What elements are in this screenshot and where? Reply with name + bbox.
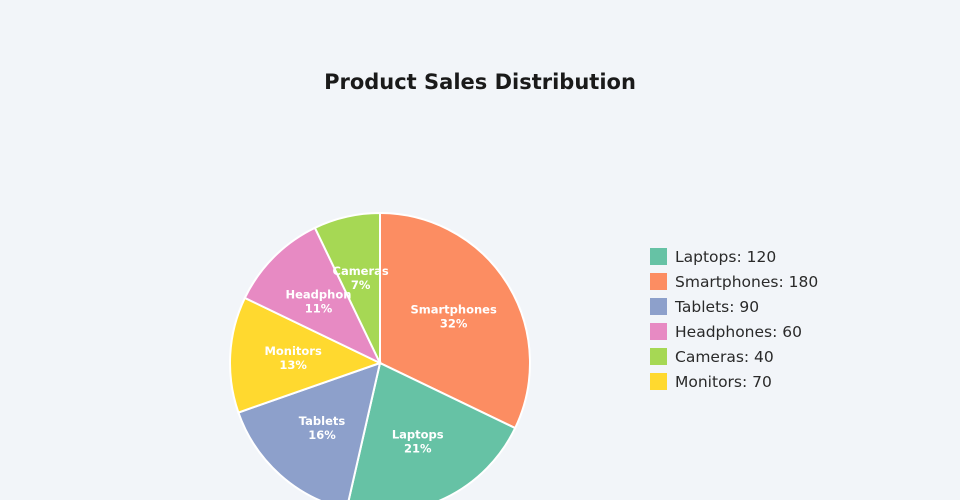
pie-slice-cameras <box>313 211 381 364</box>
legend-item[interactable]: Tablets: 90 <box>650 294 818 319</box>
slice-label-cameras: Cameras 7% <box>333 264 389 292</box>
chart-title: Product Sales Distribution <box>324 70 636 94</box>
legend-item[interactable]: Laptops: 120 <box>650 244 818 269</box>
legend: Laptops: 120 Smartphones: 180 Tablets: 90 H… <box>650 244 818 394</box>
legend-item[interactable]: Monitors: 70 <box>650 369 818 394</box>
legend-swatch <box>650 323 667 340</box>
pie-slice-tablets <box>237 361 382 500</box>
slice-label-name: Smartphones <box>410 303 497 317</box>
slice-label-percent: 13% <box>279 358 307 372</box>
slice-label-percent: 7% <box>351 278 371 292</box>
legend-label: Tablets: 90 <box>675 297 760 316</box>
legend-swatch <box>650 298 667 315</box>
legend-label: Smartphones: 180 <box>675 272 819 291</box>
slice-label-name: Cameras <box>333 264 389 278</box>
legend-swatch <box>650 248 667 265</box>
slice-label-percent: 11% <box>305 301 333 315</box>
legend-label: Monitors: 70 <box>675 372 772 391</box>
pie-slice-monitors <box>229 296 383 414</box>
slice-label-name: Monitors <box>264 344 322 358</box>
legend-label: Headphones: 60 <box>675 322 802 341</box>
slice-label-percent: 32% <box>440 317 468 331</box>
pie-slice-smartphones <box>379 211 531 430</box>
slice-label-tablets: Tablets 16% <box>299 414 346 442</box>
slice-label-percent: 21% <box>404 441 432 455</box>
legend-item[interactable]: Headphones: 60 <box>650 319 818 344</box>
legend-swatch <box>650 348 667 365</box>
slice-label-headphones: Headphon 11% <box>286 287 352 315</box>
legend-swatch <box>650 273 667 290</box>
legend-swatch <box>650 373 667 390</box>
pie-slice-laptops <box>347 361 517 500</box>
slice-label-name: Laptops <box>392 427 444 441</box>
legend-label: Laptops: 120 <box>675 247 777 266</box>
slice-label-name: Tablets <box>299 414 346 428</box>
pie-slice-headphones <box>243 226 383 366</box>
slice-label-name: Headphon <box>286 287 352 301</box>
slice-label-laptops: Laptops 21% <box>392 427 444 455</box>
legend-item[interactable]: Cameras: 40 <box>650 344 818 369</box>
legend-label: Cameras: 40 <box>675 347 774 366</box>
legend-item[interactable]: Smartphones: 180 <box>650 269 818 294</box>
slice-label-percent: 16% <box>308 428 336 442</box>
slice-label-smartphones: Smartphones 32% <box>410 303 497 331</box>
slice-label-monitors: Monitors 13% <box>264 344 322 372</box>
